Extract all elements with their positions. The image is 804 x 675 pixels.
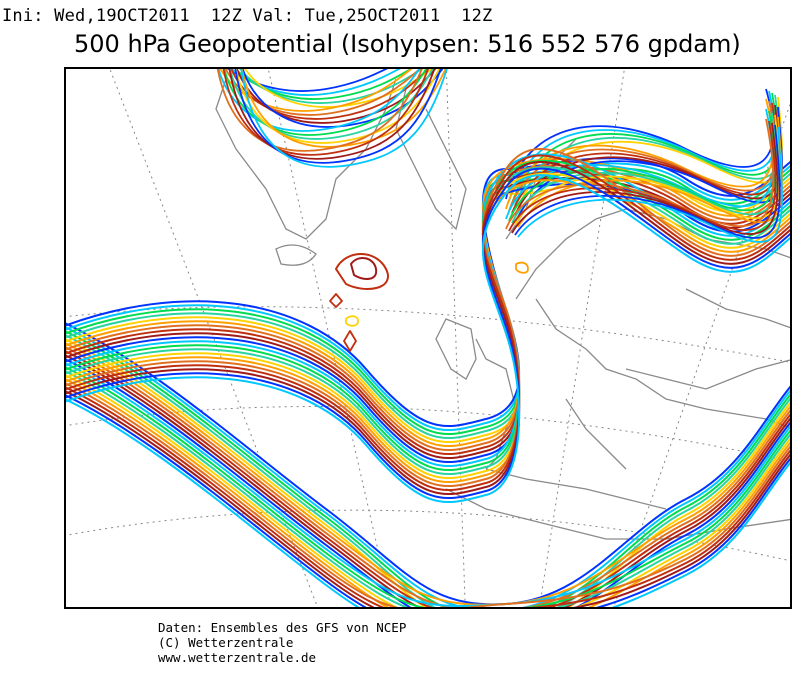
contour-576 (66, 354, 790, 607)
contour-576 (66, 350, 790, 607)
init-valid-line: Ini: Wed,19OCT2011 12Z Val: Tue,25OCT201… (2, 6, 493, 26)
contour-516 (217, 69, 421, 132)
contour-576 (66, 386, 790, 607)
ensemble-map (64, 67, 792, 609)
contour-516 (234, 69, 442, 164)
contour-516 (244, 69, 434, 108)
cutoff-low (329, 293, 343, 308)
contour-516 (239, 69, 424, 104)
contour-576 (66, 334, 790, 607)
cutoff-low (343, 330, 357, 352)
contour-576 (66, 394, 790, 607)
ensemble-contours (66, 69, 790, 607)
contour-516-east (517, 126, 783, 243)
contour-516 (216, 69, 423, 152)
contour-576 (66, 366, 790, 607)
contour-576 (66, 330, 790, 607)
contour-576 (66, 378, 790, 607)
contour-516 (222, 69, 430, 156)
contour-576 (66, 370, 790, 607)
chart-title: 500 hPa Geopotential (Isohypsen: 516 552… (74, 30, 741, 58)
contour-576 (66, 358, 790, 607)
contour-516 (240, 69, 448, 168)
contour-576 (66, 326, 790, 607)
cutoff-low (345, 315, 359, 327)
contour-576 (66, 390, 790, 607)
contour-516-east (514, 124, 781, 239)
contour-516-east (505, 108, 774, 220)
contour-552 (66, 161, 790, 495)
cutoff-low (335, 253, 389, 290)
cutoff-low (515, 261, 529, 274)
contour-552 (66, 154, 790, 491)
contour-576 (66, 382, 790, 607)
contour-576 (66, 398, 790, 607)
contour-552 (66, 174, 790, 503)
credits-footer: Daten: Ensembles des GFS von NCEP (C) We… (158, 620, 406, 665)
contour-576 (66, 346, 790, 607)
contour-516-east (505, 118, 775, 230)
contour-516-east (508, 120, 777, 232)
contour-516 (228, 69, 436, 160)
cutoff-low (350, 257, 378, 280)
credit-url: www.wetterzentrale.de (158, 650, 317, 665)
credit-copyright: (C) Wetterzentrale (158, 635, 294, 650)
credit-data-source: Daten: Ensembles des GFS von NCEP (158, 620, 407, 635)
contour-552 (66, 147, 790, 487)
map-canvas (66, 69, 790, 607)
contour-576 (66, 374, 790, 607)
contour-552 (66, 167, 790, 499)
contour-576 (66, 338, 790, 607)
contour-516-east (511, 122, 779, 235)
